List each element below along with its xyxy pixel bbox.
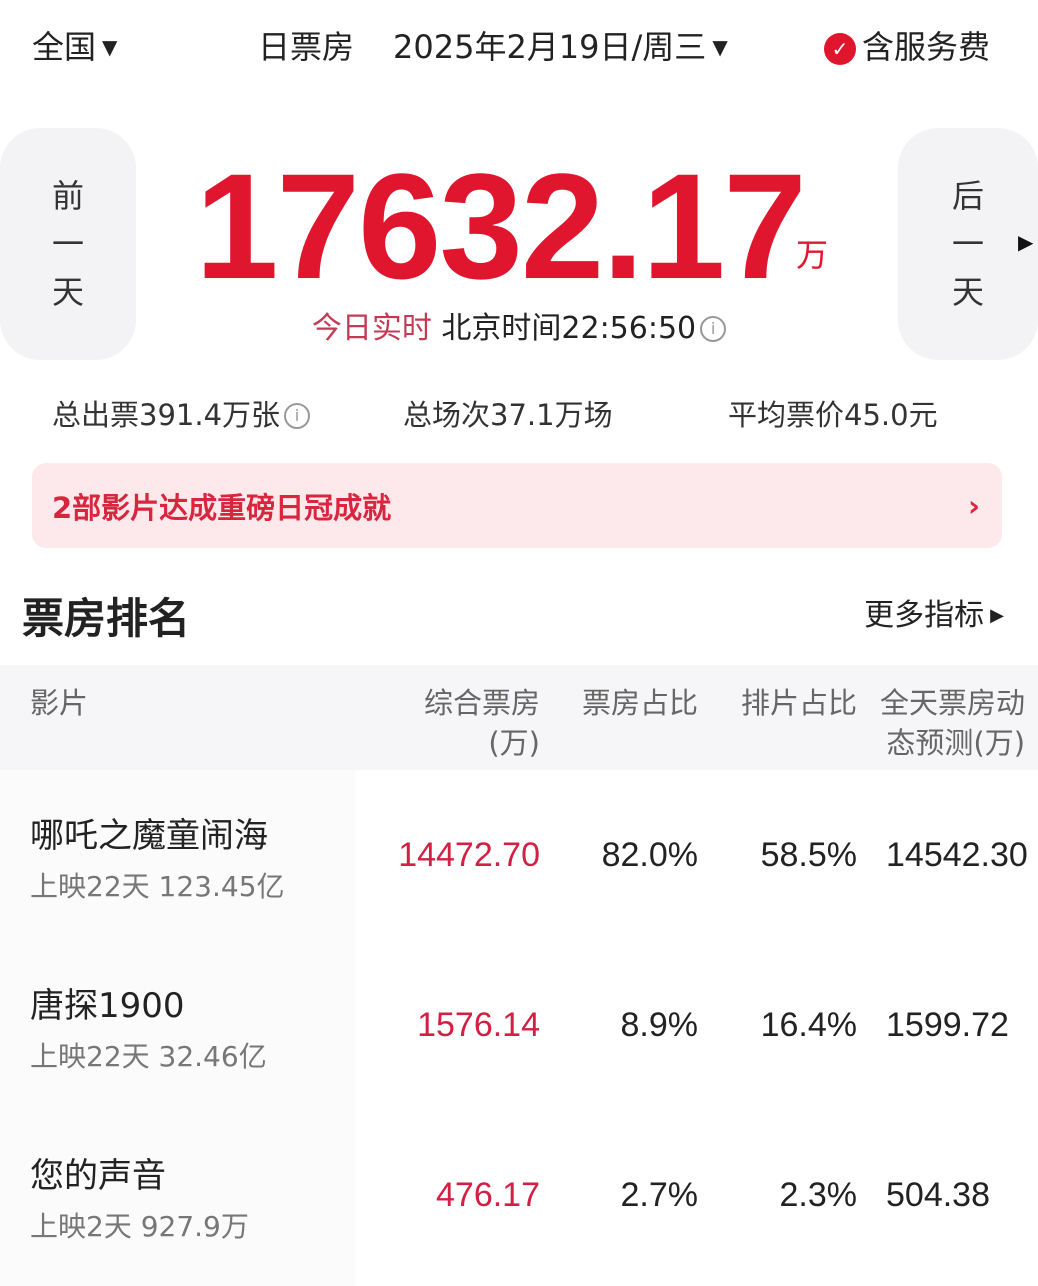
header-box-office-line: 综合票房 [423, 686, 540, 720]
stat-avg-price: 平均票价45.0元 [728, 398, 938, 432]
film-release-info: 上映22天 123.45亿 [30, 870, 285, 903]
info-icon[interactable]: i [700, 316, 727, 342]
caret-down-icon: ▼ [712, 35, 728, 59]
mode-label: 日票房 [258, 28, 355, 66]
schedule-value: 16.4% [760, 1006, 857, 1044]
prev-day-char: 前 [51, 177, 84, 215]
header-box-office-line: (万) [488, 726, 540, 760]
date-selector[interactable]: 2025年2月19日/周三 ▼ [393, 22, 728, 68]
section-title: 票房排名 [22, 594, 191, 643]
next-day-char: 后 [951, 177, 984, 215]
region-selector[interactable]: 全国 ▼ [32, 22, 117, 68]
table-header: 影片 综合票房 (万) 票房占比 排片占比 全天票房动态预测(万) [0, 665, 1038, 770]
next-day-button[interactable]: 后一天 [898, 128, 1038, 360]
header-forecast-line: 全天票房动 [880, 686, 1026, 720]
service-fee-toggle[interactable]: ✓ 含服务费 [824, 22, 990, 68]
film-column-bg [0, 770, 355, 1286]
prev-day-char: 一 [51, 225, 84, 263]
stat-shows: 总场次37.1万场 [403, 398, 613, 432]
film-release-info: 上映22天 32.46亿 [30, 1040, 267, 1073]
table-row[interactable]: 您的声音 上映2天 927.9万 476.17 2.7% 2.3% 504.38 [0, 1110, 1038, 1280]
table-row[interactable]: 唐探1900 上映22天 32.46亿 1576.14 8.9% 16.4% 1… [0, 940, 1038, 1110]
more-metrics-button[interactable]: 更多指标 ▶ [864, 590, 1004, 634]
prev-day-char: 天 [51, 273, 84, 311]
forecast-value: 14542.30 [886, 836, 1028, 874]
region-label: 全国 [32, 28, 97, 66]
info-icon[interactable]: i [284, 403, 311, 429]
film-name: 哪吒之魔童闹海 [30, 816, 268, 856]
share-value: 8.9% [620, 1006, 699, 1044]
film-name: 唐探1900 [30, 986, 185, 1026]
header-film: 影片 [30, 686, 89, 720]
header-schedule[interactable]: 排片占比 [740, 686, 857, 720]
schedule-value: 58.5% [760, 836, 857, 874]
chevron-right-icon: › [968, 488, 980, 523]
total-unit: 万 [796, 236, 829, 274]
next-day-char: 一 [951, 225, 984, 263]
more-metrics-label: 更多指标 [864, 598, 985, 633]
share-value: 2.7% [620, 1176, 699, 1214]
film-release-info: 上映2天 927.9万 [30, 1210, 249, 1243]
stat-tickets-text: 总出票391.4万张 [52, 398, 281, 432]
total-box-office: 17632.17 [195, 142, 807, 310]
box-office-value: 1576.14 [417, 1006, 540, 1044]
beijing-time: 北京时间22:56:50 [441, 311, 697, 346]
check-icon: ✓ [824, 33, 856, 65]
forecast-value: 504.38 [886, 1176, 990, 1214]
prev-day-button[interactable]: 前一天 [0, 128, 136, 360]
share-value: 82.0% [601, 836, 698, 874]
film-name: 您的声音 [30, 1156, 166, 1196]
caret-down-icon: ▼ [102, 35, 118, 59]
stat-tickets: 总出票391.4万张 i [52, 392, 311, 434]
caret-right-icon: ▶ [1018, 230, 1034, 254]
forecast-value: 1599.72 [886, 1006, 1009, 1044]
banner-text: 2部影片达成重磅日冠成就 [52, 490, 392, 525]
table-row[interactable]: 哪吒之魔童闹海 上映22天 123.45亿 14472.70 82.0% 58.… [0, 770, 1038, 940]
header-share[interactable]: 票房占比 [581, 686, 698, 720]
realtime-label: 今日实时 [311, 311, 432, 346]
schedule-value: 2.3% [779, 1176, 858, 1214]
service-fee-label: 含服务费 [862, 28, 991, 66]
realtime-line: 今日实时 北京时间22:56:50 i [0, 303, 1038, 347]
achievement-banner[interactable]: 2部影片达成重磅日冠成就 › [32, 463, 1002, 548]
header-box-office[interactable]: 综合票房 (万) [424, 683, 540, 763]
caret-right-icon: ▶ [990, 605, 1004, 626]
box-office-value: 14472.70 [398, 836, 540, 874]
date-label: 2025年2月19日/周三 [393, 28, 707, 66]
box-office-value: 476.17 [436, 1176, 540, 1214]
next-day-char: 天 [951, 273, 984, 311]
header-forecast-line: 态预测(万) [886, 726, 1026, 760]
header-forecast[interactable]: 全天票房动态预测(万) [880, 683, 1025, 763]
